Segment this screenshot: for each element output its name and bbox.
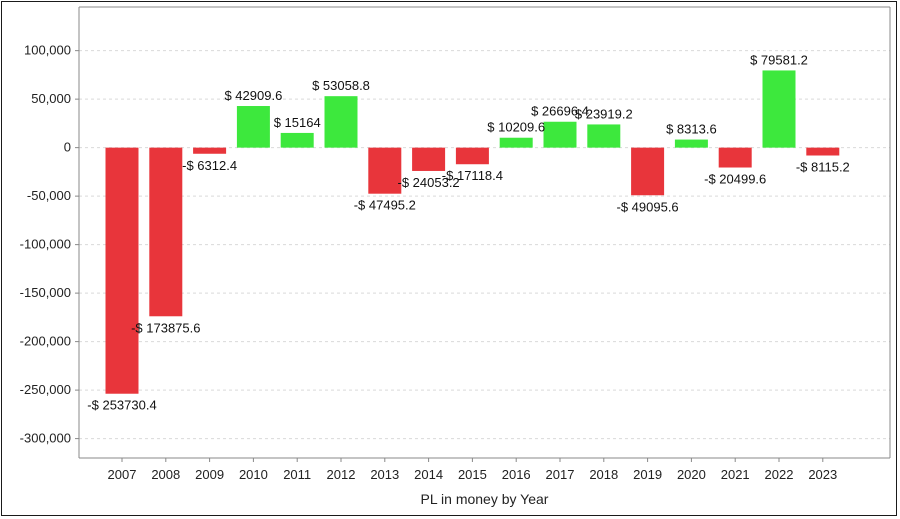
y-tick-label: 50,000 [31, 91, 71, 106]
bar-2017 [543, 121, 577, 148]
x-tick-label-2020: 2020 [677, 467, 706, 482]
bar-2015 [455, 147, 489, 165]
x-tick-label-2021: 2021 [721, 467, 750, 482]
data-label-2014: -$ 24053.2 [398, 175, 460, 190]
y-tick-label: -250,000 [20, 382, 71, 397]
bar-2022 [762, 70, 796, 148]
bar-2013 [368, 147, 402, 194]
data-label-2008: -$ 173875.6 [131, 320, 200, 335]
data-label-2013: -$ 47495.2 [354, 198, 416, 213]
y-tick-label: -200,000 [20, 334, 71, 349]
x-tick-label-2008: 2008 [151, 467, 180, 482]
data-label-2012: $ 53058.8 [312, 78, 370, 93]
bar-2009 [193, 147, 227, 154]
x-tick-label-2023: 2023 [808, 467, 837, 482]
bar-2016 [499, 137, 533, 148]
bar-2018 [587, 124, 621, 148]
x-tick-label-2011: 2011 [283, 467, 311, 482]
data-label-2016: $ 10209.6 [487, 120, 545, 135]
bar-2023 [806, 147, 840, 156]
x-tick-label-2013: 2013 [370, 467, 399, 482]
bar-2008 [149, 147, 183, 317]
bar-2007 [105, 147, 139, 394]
data-label-2009: -$ 6312.4 [182, 158, 237, 173]
data-label-2019: -$ 49095.6 [617, 199, 679, 214]
data-label-2021: -$ 20499.6 [704, 172, 766, 187]
x-tick-label-2019: 2019 [633, 467, 662, 482]
x-axis-title: PL in money by Year [421, 491, 549, 507]
bars [105, 70, 840, 394]
data-label-2020: $ 8313.6 [666, 122, 717, 137]
data-label-2015: -$ 17118.4 [442, 168, 503, 183]
y-tick-label: 0 [64, 140, 71, 155]
x-tick-label-2015: 2015 [458, 467, 487, 482]
x-tick-label-2014: 2014 [414, 467, 443, 482]
y-tick-label: -150,000 [20, 285, 71, 300]
data-label-2022: $ 79581.2 [750, 52, 808, 67]
y-tick-label: -50,000 [27, 188, 71, 203]
data-labels: -$ 253730.4 -$ 173875.6 -$ 6312.4 $ 42909.6… [87, 52, 849, 412]
x-tick-label-2018: 2018 [589, 467, 618, 482]
data-label-2010: $ 42909.6 [224, 88, 282, 103]
x-tick-label-2009: 2009 [195, 467, 224, 482]
data-label-2007: -$ 253730.4 [87, 398, 156, 413]
x-tick-label-2007: 2007 [108, 467, 137, 482]
bar-2021 [718, 147, 752, 168]
bar-2010 [236, 106, 270, 148]
data-label-2018: $ 23919.2 [575, 106, 633, 121]
y-axis-ticks: 100,000 50,000 0 -50,000 -100,000 -150,000 -20… [20, 43, 79, 446]
data-label-2017: $ 26696.4 [531, 104, 589, 119]
y-tick-label: -100,000 [20, 237, 71, 252]
data-label-2011: $ 15164 [274, 115, 321, 130]
x-tick-label-2017: 2017 [546, 467, 575, 482]
x-tick-label-2016: 2016 [502, 467, 531, 482]
bar-2011 [280, 132, 314, 148]
x-axis-ticks: 2007 2008 2009 2010 2011 2012 2013 2014 2015 2016… [108, 458, 837, 482]
x-tick-label-2022: 2022 [765, 467, 794, 482]
x-tick-label-2012: 2012 [327, 467, 356, 482]
y-tick-label: 100,000 [24, 43, 71, 58]
bar-2014 [412, 147, 446, 171]
bar-2012 [324, 96, 358, 148]
bar-2019 [631, 147, 665, 196]
x-tick-label-2010: 2010 [239, 467, 268, 482]
bar-2020 [674, 139, 708, 148]
y-tick-label: -300,000 [20, 431, 71, 446]
data-label-2023: -$ 8115.2 [796, 160, 850, 175]
